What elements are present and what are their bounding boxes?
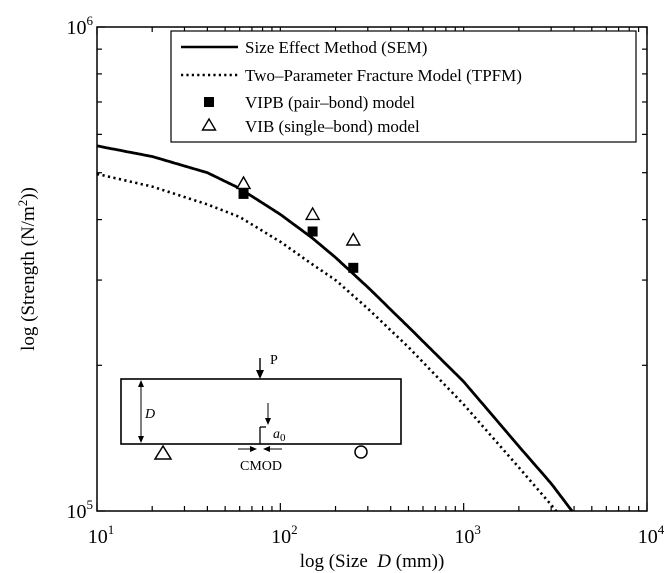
notch-label-var: a — [273, 427, 280, 442]
y-axis-title: log (Strength (N/m2)) — [15, 187, 39, 351]
vipb-point — [348, 262, 359, 273]
legend-label-sem: Size Effect Method (SEM) — [245, 38, 427, 57]
legend-label-tpfm: Two–Parameter Fracture Model (TPFM) — [245, 66, 522, 85]
series-curves — [97, 144, 574, 511]
legend-label-vib: VIB (single–bond) model — [245, 117, 420, 136]
legend-label-vipb: VIPB (pair–bond) model — [245, 93, 415, 112]
vipb-point — [238, 188, 249, 199]
legend-swatch-vipb — [204, 97, 214, 107]
y-axis-title-before: log (Strength (N/m — [18, 206, 39, 351]
cmod-arrowhead-left — [250, 446, 257, 452]
vib-point — [304, 206, 321, 221]
x-axis-title: log (Size D (mm)) — [300, 551, 445, 572]
y-axis-title-after: )) — [18, 187, 39, 200]
series-markers — [235, 175, 361, 273]
x-axis-title-after: (mm)) — [391, 551, 444, 572]
vipb-point — [307, 226, 318, 237]
x-tick-label: 102 — [271, 522, 298, 548]
roller-support-icon — [354, 445, 368, 459]
load-label: P — [270, 353, 278, 368]
x-tick-label: 104 — [638, 522, 665, 548]
notch-dimension-arrowhead — [265, 418, 271, 425]
x-tick-label: 101 — [88, 522, 115, 548]
vib-point — [345, 232, 361, 246]
cmod-arrowhead-right — [263, 446, 270, 452]
series-line-0 — [97, 144, 574, 511]
legend-swatch-vib — [201, 117, 217, 131]
notch-label-sub: 0 — [280, 432, 286, 444]
beam-body — [120, 378, 402, 445]
plot-frame — [96, 26, 648, 512]
y-tick-label: 106 — [67, 13, 94, 39]
vib-point — [235, 175, 252, 190]
legend: Size Effect Method (SEM) Two–Parameter F… — [170, 30, 637, 143]
tick-labels: 101 102 103 104 105 106 — [67, 13, 665, 548]
series-line-1 — [97, 172, 558, 511]
beam-inset: P D a0 CMOD — [120, 353, 402, 474]
x-axis-title-before: log (Size — [300, 551, 378, 572]
notch-label: a0 — [273, 427, 286, 444]
legend-box — [170, 30, 637, 143]
pin-support-icon — [153, 444, 173, 460]
x-axis-title-var: D — [376, 551, 391, 572]
y-axis-title-sup: 2 — [15, 200, 30, 207]
x-tick-label: 103 — [454, 522, 481, 548]
depth-arrow-top — [138, 380, 144, 387]
y-tick-label: 105 — [67, 497, 94, 523]
cmod-label: CMOD — [240, 459, 282, 474]
depth-arrow-bottom — [138, 436, 144, 443]
load-arrowhead — [256, 370, 264, 379]
depth-label: D — [144, 407, 155, 422]
